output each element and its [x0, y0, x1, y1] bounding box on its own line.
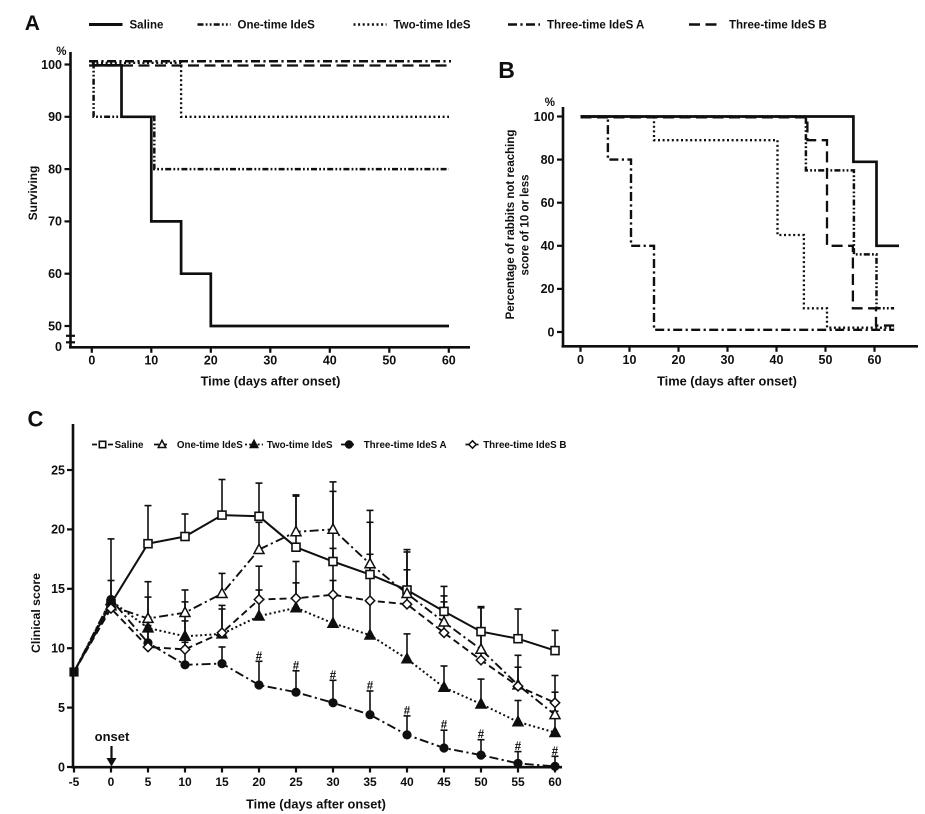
svg-text:Three-time IdeS A: Three-time IdeS A: [547, 20, 644, 32]
svg-text:Three-time IdeS B: Three-time IdeS B: [729, 20, 827, 32]
svg-text:%: %: [545, 97, 555, 109]
svg-text:%: %: [56, 46, 66, 58]
svg-text:80: 80: [541, 153, 555, 167]
svg-text:60: 60: [541, 196, 555, 210]
svg-text:10: 10: [144, 354, 158, 368]
svg-text:#: #: [330, 670, 337, 682]
svg-text:B: B: [498, 57, 515, 83]
svg-text:15: 15: [51, 582, 65, 596]
svg-text:A: A: [25, 12, 40, 35]
svg-text:Saline: Saline: [130, 20, 164, 32]
svg-text:-5: -5: [69, 775, 80, 789]
svg-text:#: #: [293, 660, 300, 672]
svg-text:score of 10 or less: score of 10 or less: [520, 175, 532, 276]
svg-text:60: 60: [548, 775, 562, 789]
svg-text:#: #: [404, 705, 411, 717]
svg-text:60: 60: [48, 267, 62, 281]
svg-text:Three-time IdeS A: Three-time IdeS A: [364, 440, 447, 451]
svg-text:40: 40: [400, 775, 414, 789]
svg-text:Two-time IdeS: Two-time IdeS: [394, 20, 471, 32]
svg-text:30: 30: [326, 775, 340, 789]
svg-text:20: 20: [51, 523, 65, 537]
svg-text:100: 100: [41, 58, 62, 72]
svg-text:0: 0: [548, 325, 555, 339]
svg-text:#: #: [441, 720, 448, 732]
svg-text:5: 5: [145, 775, 152, 789]
svg-text:35: 35: [363, 775, 377, 789]
svg-text:10: 10: [623, 353, 637, 367]
svg-text:50: 50: [819, 353, 833, 367]
svg-text:20: 20: [541, 282, 555, 296]
svg-text:#: #: [478, 729, 485, 741]
svg-text:100: 100: [534, 110, 555, 124]
svg-text:Time (days after onset): Time (days after onset): [201, 374, 341, 389]
svg-text:Clinical score: Clinical score: [29, 573, 43, 653]
svg-text:90: 90: [48, 110, 62, 124]
svg-text:60: 60: [442, 354, 456, 368]
svg-text:50: 50: [382, 354, 396, 368]
svg-text:55: 55: [511, 775, 525, 789]
svg-text:#: #: [552, 746, 559, 758]
svg-text:20: 20: [672, 353, 686, 367]
svg-text:40: 40: [770, 353, 784, 367]
svg-text:40: 40: [323, 354, 337, 368]
svg-text:20: 20: [204, 354, 218, 368]
svg-text:Surviving: Surviving: [26, 166, 40, 221]
svg-text:80: 80: [48, 162, 62, 176]
svg-text:Time (days after onset): Time (days after onset): [657, 374, 797, 389]
svg-text:60: 60: [868, 353, 882, 367]
svg-text:Percentage of rabbits not reac: Percentage of rabbits not reaching: [505, 130, 517, 320]
svg-text:70: 70: [48, 215, 62, 229]
svg-text:#: #: [515, 741, 522, 753]
svg-text:One-time IdeS: One-time IdeS: [177, 440, 243, 451]
svg-text:#: #: [256, 651, 263, 663]
svg-text:45: 45: [437, 775, 451, 789]
svg-text:10: 10: [51, 642, 65, 656]
svg-text:#: #: [367, 681, 374, 693]
svg-text:0: 0: [577, 353, 584, 367]
svg-text:5: 5: [58, 701, 65, 715]
svg-text:25: 25: [289, 775, 303, 789]
svg-text:Saline: Saline: [115, 440, 144, 451]
svg-text:50: 50: [48, 319, 62, 333]
svg-text:0: 0: [108, 775, 115, 789]
svg-text:Three-time IdeS B: Three-time IdeS B: [483, 440, 566, 451]
svg-text:0: 0: [55, 340, 62, 354]
svg-text:30: 30: [721, 353, 735, 367]
svg-text:Two-time IdeS: Two-time IdeS: [267, 440, 333, 451]
svg-text:One-time IdeS: One-time IdeS: [238, 20, 316, 32]
svg-text:Time (days after onset): Time (days after onset): [246, 797, 386, 812]
svg-text:20: 20: [252, 775, 266, 789]
svg-text:50: 50: [474, 775, 488, 789]
svg-text:0: 0: [88, 354, 95, 368]
svg-text:40: 40: [541, 239, 555, 253]
svg-text:30: 30: [263, 354, 277, 368]
svg-text:25: 25: [51, 463, 65, 477]
svg-text:0: 0: [58, 760, 65, 774]
svg-text:C: C: [28, 407, 44, 432]
svg-text:10: 10: [178, 775, 192, 789]
svg-text:15: 15: [215, 775, 229, 789]
svg-text:onset: onset: [95, 729, 130, 744]
